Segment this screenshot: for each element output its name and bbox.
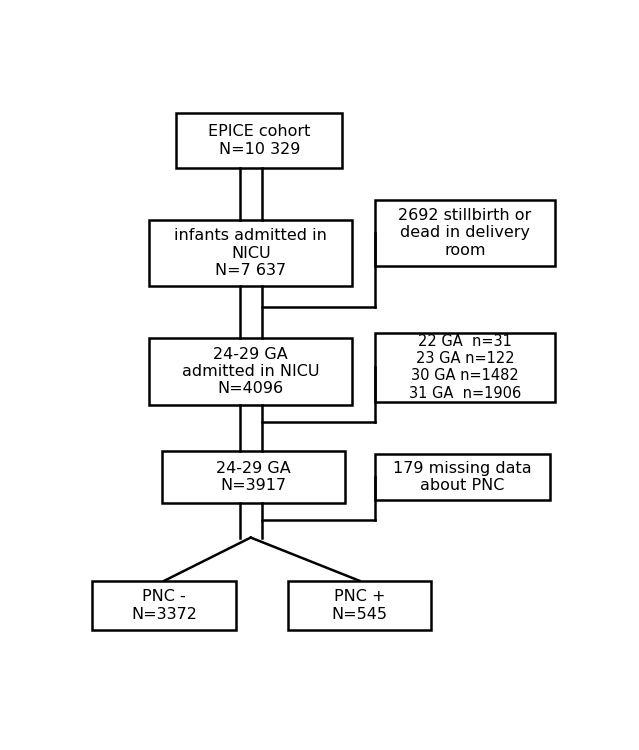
- Text: 24-29 GA
N=3917: 24-29 GA N=3917: [216, 460, 291, 494]
- Text: PNC +
N=545: PNC + N=545: [332, 590, 388, 622]
- Text: infants admitted in
NICU
N=7 637: infants admitted in NICU N=7 637: [174, 228, 327, 278]
- Bar: [162, 451, 345, 503]
- Bar: [150, 220, 352, 286]
- Text: 179 missing data
about PNC: 179 missing data about PNC: [393, 460, 532, 494]
- Text: 2692 stillbirth or
dead in delivery
room: 2692 stillbirth or dead in delivery room: [398, 208, 532, 258]
- Text: 24-29 GA
admitted in NICU
N=4096: 24-29 GA admitted in NICU N=4096: [182, 346, 320, 397]
- Text: EPICE cohort
N=10 329: EPICE cohort N=10 329: [208, 124, 311, 157]
- Bar: [374, 200, 555, 266]
- Text: 22 GA  n=31
23 GA n=122
30 GA n=1482
31 GA  n=1906: 22 GA n=31 23 GA n=122 30 GA n=1482 31 G…: [409, 334, 521, 400]
- Bar: [374, 454, 550, 500]
- Bar: [92, 580, 236, 630]
- Text: PNC -
N=3372: PNC - N=3372: [131, 590, 197, 622]
- Bar: [288, 580, 431, 630]
- Bar: [374, 332, 555, 402]
- Bar: [150, 338, 352, 405]
- Bar: [176, 113, 343, 168]
